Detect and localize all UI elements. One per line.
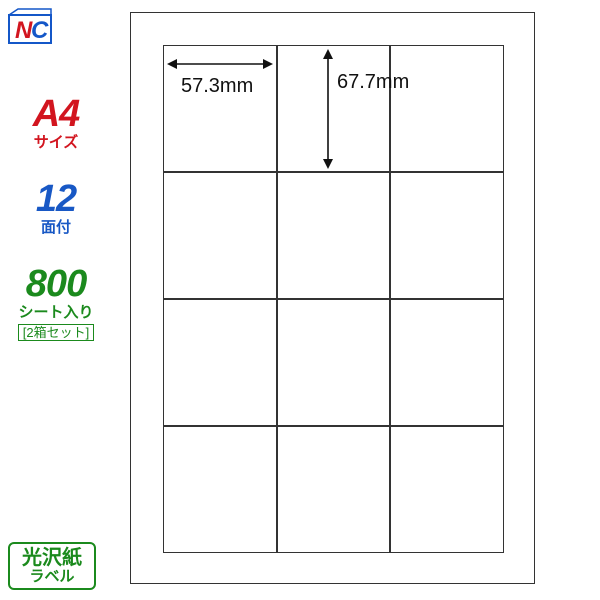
spec-faces-value: 12 (6, 180, 106, 218)
label-cell (163, 172, 277, 299)
width-dimension-arrow (167, 57, 273, 71)
label-cell (390, 172, 504, 299)
width-dimension-label: 57.3mm (181, 75, 253, 98)
label-cell (277, 172, 391, 299)
label-cell (390, 426, 504, 553)
spec-sidebar: A4 サイズ 12 面付 800 シート入り [2箱セット] (6, 95, 106, 341)
spec-sheets-label: シート入り (6, 305, 106, 320)
badge-line-2: ラベル (10, 568, 94, 586)
label-sheet: 57.3mm 67.7mm (130, 12, 535, 584)
height-dimension-label: 67.7mm (337, 71, 409, 94)
spec-size-value: A4 (6, 95, 106, 133)
label-cell (277, 426, 391, 553)
label-cell (390, 299, 504, 426)
label-cell (277, 299, 391, 426)
spec-size: A4 サイズ (6, 95, 106, 150)
spec-size-label: サイズ (6, 135, 106, 150)
label-cell (163, 299, 277, 426)
spec-sheets: 800 シート入り [2箱セット] (6, 265, 106, 341)
brand-logo: N C (8, 8, 52, 44)
height-dimension-arrow (321, 49, 335, 169)
label-cell (163, 426, 277, 553)
badge-line-1: 光沢紙 (10, 548, 94, 568)
spec-faces-label: 面付 (6, 220, 106, 235)
spec-sheets-boxes: [2箱セット] (18, 324, 94, 341)
spec-faces: 12 面付 (6, 180, 106, 235)
spec-sheets-value: 800 (6, 265, 106, 303)
logo-letter-c: C (31, 17, 49, 44)
paper-type-badge: 光沢紙 ラベル (8, 542, 96, 590)
label-cell (390, 45, 504, 172)
